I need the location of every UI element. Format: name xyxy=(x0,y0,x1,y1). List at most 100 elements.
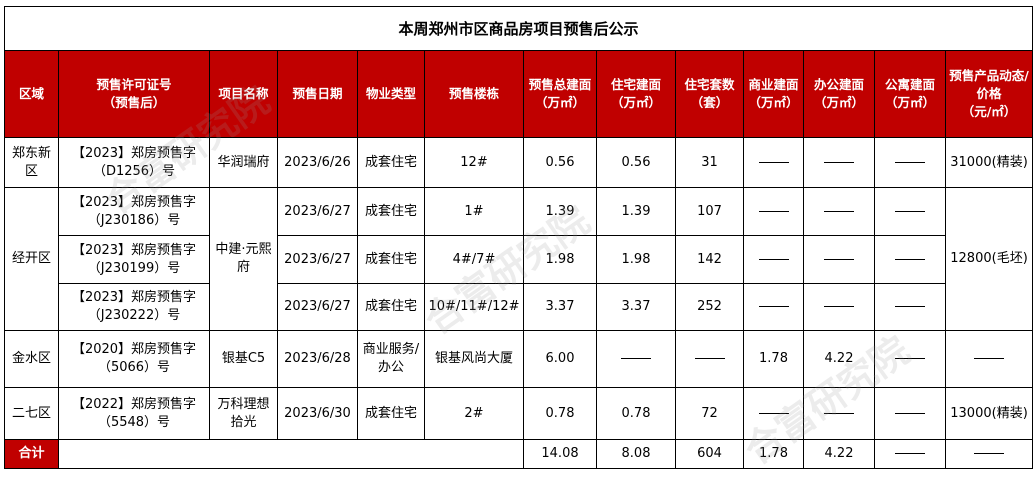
total-cell: 1.39 xyxy=(523,187,597,236)
column-header: 办公建面 （万㎡） xyxy=(803,50,875,138)
column-header: 预售许可证号 （预售后） xyxy=(58,50,210,138)
total-label: 合计 xyxy=(4,439,59,469)
dash-mark xyxy=(758,161,789,163)
price-cell xyxy=(944,330,1034,388)
type-cell: 商业服务/办公 xyxy=(357,330,425,388)
type-cell: 成套住宅 xyxy=(357,283,425,331)
total-units: 604 xyxy=(675,439,744,469)
office-cell xyxy=(803,137,875,188)
office-cell xyxy=(803,235,875,284)
type-cell: 成套住宅 xyxy=(357,187,425,236)
com-cell xyxy=(743,235,804,284)
project-cell: 银基C5 xyxy=(209,330,278,388)
dash-mark xyxy=(758,210,789,212)
project-cell: 华润瑞府 xyxy=(209,137,278,188)
apt-cell xyxy=(874,235,946,284)
permit-cell: 【2023】郑房预售字（J230186）号 xyxy=(58,187,210,236)
com-cell xyxy=(743,387,804,440)
total-cell: 1.98 xyxy=(523,235,597,284)
com-cell xyxy=(743,187,804,236)
price-cell: 12800(毛坯) xyxy=(944,187,1034,331)
office-cell xyxy=(803,283,875,331)
column-header: 公寓建面 （万㎡） xyxy=(874,50,946,138)
date-cell: 2023/6/26 xyxy=(277,137,358,188)
type-cell: 成套住宅 xyxy=(357,235,425,284)
total-total: 14.08 xyxy=(523,439,597,469)
office-cell xyxy=(803,387,875,440)
com-cell xyxy=(743,137,804,188)
building-cell: 12# xyxy=(424,137,524,188)
total-cell: 6.00 xyxy=(523,330,597,388)
column-header: 住宅套数 （套） xyxy=(675,50,744,138)
dash-mark xyxy=(895,161,925,163)
column-header: 预售日期 xyxy=(277,50,358,138)
dash-mark xyxy=(974,358,1005,359)
district-cell: 经开区 xyxy=(4,187,59,331)
column-header: 物业类型 xyxy=(357,50,425,138)
dash-mark xyxy=(758,412,789,414)
dash-mark xyxy=(824,210,854,212)
apt-cell xyxy=(874,387,946,440)
type-cell: 成套住宅 xyxy=(357,387,425,440)
dash-mark xyxy=(895,258,925,260)
total-row: 合计 14.08 8.08 604 1.78 4.22 xyxy=(4,439,1034,469)
apt-cell xyxy=(874,330,946,388)
building-cell: 银基风尚大厦 xyxy=(424,330,524,388)
res-area-cell: 1.98 xyxy=(596,235,676,284)
dash-mark xyxy=(974,453,1005,454)
com-cell xyxy=(743,283,804,331)
presale-table: 本周郑州市区商品房项目预售后公示 区域 预售许可证号 （预售后） 项目名称 预售日期物… xyxy=(3,6,1034,469)
permit-cell: 【2022】郑房预售字（5548）号 xyxy=(58,387,210,440)
res-area-cell: 3.37 xyxy=(596,283,676,331)
table-row: 郑东新区 【2023】郑房预售字（D1256）号 华润瑞府 2023/6/26 成套住宅… xyxy=(4,137,1034,188)
dash-mark xyxy=(895,210,925,212)
column-header: 住宅建面 （万㎡） xyxy=(596,50,676,138)
dash-mark xyxy=(895,306,925,307)
dash-mark xyxy=(694,358,725,359)
res-area-cell xyxy=(596,330,676,388)
dash-mark xyxy=(895,412,925,414)
total-price xyxy=(944,439,1034,469)
building-cell: 2# xyxy=(424,387,524,440)
units-cell: 252 xyxy=(675,283,744,331)
total-apt xyxy=(874,439,946,469)
table-row: 【2023】郑房预售字（J230222）号 2023/6/27 成套住宅 10#/11… xyxy=(5,283,1033,331)
table-row: 【2023】郑房预售字（J230199）号 2023/6/27 成套住宅 4#/7# 1… xyxy=(5,235,1033,284)
units-cell: 72 xyxy=(675,387,744,440)
column-header: 区域 xyxy=(4,50,59,138)
building-cell: 1# xyxy=(424,187,524,236)
project-cell: 万科理想拾光 xyxy=(209,387,278,440)
total-cell: 0.78 xyxy=(523,387,597,440)
table-title: 本周郑州市区商品房项目预售后公示 xyxy=(3,6,1034,51)
date-cell: 2023/6/27 xyxy=(277,283,358,331)
dash-mark xyxy=(824,161,854,163)
dash-mark xyxy=(824,412,854,414)
permit-cell: 【2023】郑房预售字（D1256）号 xyxy=(58,137,210,188)
column-header: 预售产品动态/价格 （元/㎡） xyxy=(944,50,1034,138)
dash-mark xyxy=(621,358,651,359)
district-cell: 金水区 xyxy=(4,330,59,388)
total-com: 1.78 xyxy=(743,439,804,469)
units-cell: 107 xyxy=(675,187,744,236)
dash-mark xyxy=(895,453,925,454)
column-header: 预售楼栋 xyxy=(424,50,524,138)
dash-mark xyxy=(758,306,789,307)
total-cell: 3.37 xyxy=(523,283,597,331)
office-cell xyxy=(803,187,875,236)
res-area-cell: 0.78 xyxy=(596,387,676,440)
date-cell: 2023/6/30 xyxy=(277,387,358,440)
column-header: 预售总建面 （万㎡） xyxy=(523,50,597,138)
price-cell: 31000(精装) xyxy=(944,137,1034,188)
res-area-cell: 1.39 xyxy=(596,187,676,236)
table-row: 经开区 【2023】郑房预售字（J230186）号 中建·元熙府 2023/6/27 成… xyxy=(4,187,1034,331)
permit-cell: 【2023】郑房预售字（J230222）号 xyxy=(58,283,210,331)
dash-mark xyxy=(824,258,854,260)
dash-mark xyxy=(824,306,854,307)
building-cell: 10#/11#/12# xyxy=(424,283,524,331)
apt-cell xyxy=(874,283,946,331)
district-cell: 郑东新区 xyxy=(4,137,59,188)
date-cell: 2023/6/27 xyxy=(277,235,358,284)
units-cell: 142 xyxy=(675,235,744,284)
table-row: 二七区 【2022】郑房预售字（5548）号 万科理想拾光 2023/6/30 成套住宅… xyxy=(4,387,1034,440)
